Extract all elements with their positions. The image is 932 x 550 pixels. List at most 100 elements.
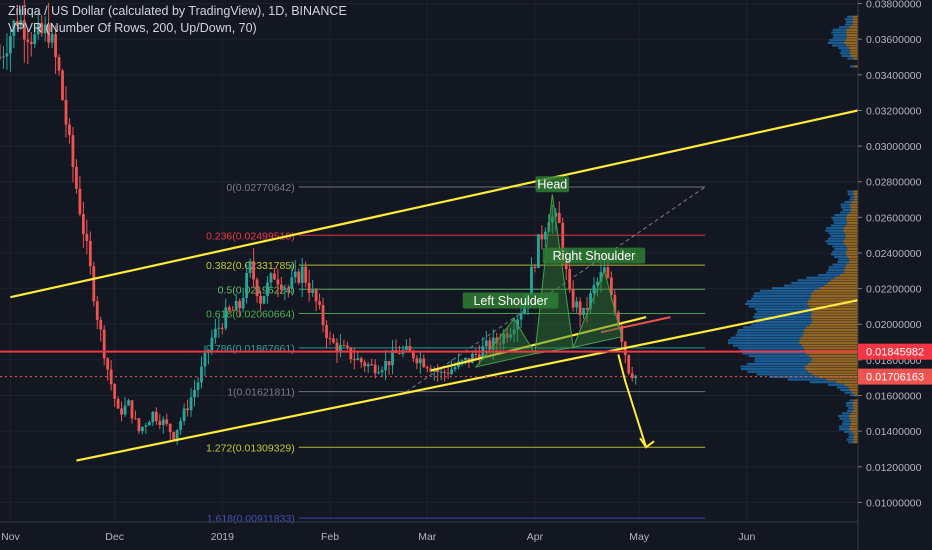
vpvr-down-bar [852, 401, 858, 405]
vpvr-up-bar [834, 221, 848, 225]
legend: Zilliqa / US Dollar (calculated by Tradi… [8, 3, 347, 37]
vpvr-down-bar [810, 294, 858, 298]
vpvr-down-bar [811, 313, 858, 316]
candle-body [259, 295, 262, 304]
candle-body [537, 234, 540, 268]
neckline [430, 316, 647, 372]
vpvr-down-bar [819, 287, 858, 290]
vpvr-up-bar [850, 195, 855, 198]
vpvr-down-bar [809, 297, 858, 300]
candle-body [161, 419, 165, 426]
vpvr-down-bar [851, 420, 858, 423]
vpvr-down-bar [810, 315, 858, 319]
vpvr-up-bar [847, 15, 854, 18]
candle-body [613, 295, 617, 313]
vpvr-up-bar [848, 433, 854, 436]
vpvr-down-bar [799, 339, 858, 342]
vpvr-down-bar [845, 31, 858, 34]
price-tick-label-4: 0.03000000 [866, 141, 922, 153]
candle-body [2, 56, 5, 58]
candle-body [182, 408, 186, 422]
candle-body [231, 310, 235, 312]
time-tick-label-2: 2019 [211, 531, 235, 543]
vpvr-down-bar [848, 386, 858, 389]
vpvr-down-bar [836, 381, 858, 384]
pattern-label-0: Left Shoulder [473, 294, 547, 308]
vpvr-down-bar [803, 331, 858, 334]
vpvr-up-bar [797, 279, 831, 282]
vpvr-up-bar [848, 435, 854, 439]
vpvr-down-bar [809, 323, 858, 326]
vpvr-up-bar [847, 193, 854, 196]
vpvr-up-bar [842, 420, 852, 423]
candle-body [398, 353, 401, 355]
candle-body [47, 24, 51, 43]
vpvr-up-bar [755, 318, 812, 321]
candle-body [99, 320, 103, 330]
vpvr-down-bar [802, 334, 858, 337]
candle-body [50, 34, 54, 43]
time-tick-label-6: May [629, 531, 650, 543]
vpvr-up-bar [838, 46, 850, 50]
price-axis-bg [858, 0, 932, 550]
candle-body [186, 408, 189, 411]
candle-body [92, 266, 96, 302]
vpvr-down-bar [852, 20, 858, 24]
candle-body [332, 338, 335, 343]
vpvr-up-bar [818, 274, 841, 277]
vpvr-down-bar [845, 253, 858, 256]
candle-body [22, 20, 26, 40]
vpvr-up-bar [846, 20, 853, 24]
vpvr-up-bar [832, 245, 847, 248]
time-tick-label-7: Jun [738, 531, 755, 543]
candle-body [498, 343, 502, 345]
vpvr-down-bar [808, 370, 858, 373]
candle-body [88, 240, 92, 267]
vpvr-down-bar [813, 289, 858, 292]
candle-body [540, 234, 544, 240]
vpvr-up-bar [769, 375, 819, 379]
vpvr-up-bar [840, 203, 851, 206]
price-tick-label-2: 0.03400000 [866, 70, 922, 82]
candle-body [85, 233, 89, 241]
vpvr-up-bar [791, 281, 829, 285]
price-axis[interactable]: 0.03800000 0.03600000 0.03400000 0.03200000… [857, 0, 932, 550]
vpvr-down-bar [853, 57, 858, 60]
candle-body [596, 281, 599, 286]
candle-body [196, 382, 200, 390]
volume-profile [728, 15, 858, 444]
channel-lower-line [76, 299, 859, 462]
candle-body [300, 266, 304, 283]
vpvr-down-bar [849, 428, 858, 431]
vpvr-up-bar [838, 258, 850, 261]
vpvr-down-bar [851, 391, 858, 394]
time-axis[interactable]: Nov Dec 2019 Feb Mar Apr May Jun [0, 521, 858, 543]
vpvr-up-bar [849, 399, 855, 402]
candle-body [505, 333, 509, 338]
candle-body [175, 429, 179, 440]
vpvr-down-bar [851, 430, 858, 433]
vpvr-down-bar [849, 417, 858, 420]
vpvr-down-bar [849, 414, 858, 418]
candle-body [557, 212, 561, 223]
vpvr-down-bar [808, 354, 858, 358]
vpvr-down-bar [847, 255, 858, 258]
vpvr-up-bar [850, 394, 855, 397]
vpvr-up-bar [828, 237, 845, 240]
candle-body [484, 340, 488, 347]
candle-body [224, 307, 228, 329]
candle-body [75, 166, 78, 189]
drawings[interactable]: Left Shoulder Head Right Shoulder [0, 109, 859, 462]
candle-body [314, 289, 318, 302]
price-label-bg-1 [858, 368, 932, 385]
vpvr-up-bar [827, 41, 845, 44]
vpvr-down-bar [852, 18, 858, 21]
vpvr-up-bar [839, 417, 850, 420]
vpvr-down-bar [826, 378, 858, 381]
fib-label-0: 0(0.02770642) [226, 182, 294, 194]
candle-body [533, 266, 537, 268]
vpvr-down-bar [851, 200, 858, 204]
vpvr-up-bar [839, 26, 850, 29]
vpvr-up-bar [737, 328, 804, 332]
